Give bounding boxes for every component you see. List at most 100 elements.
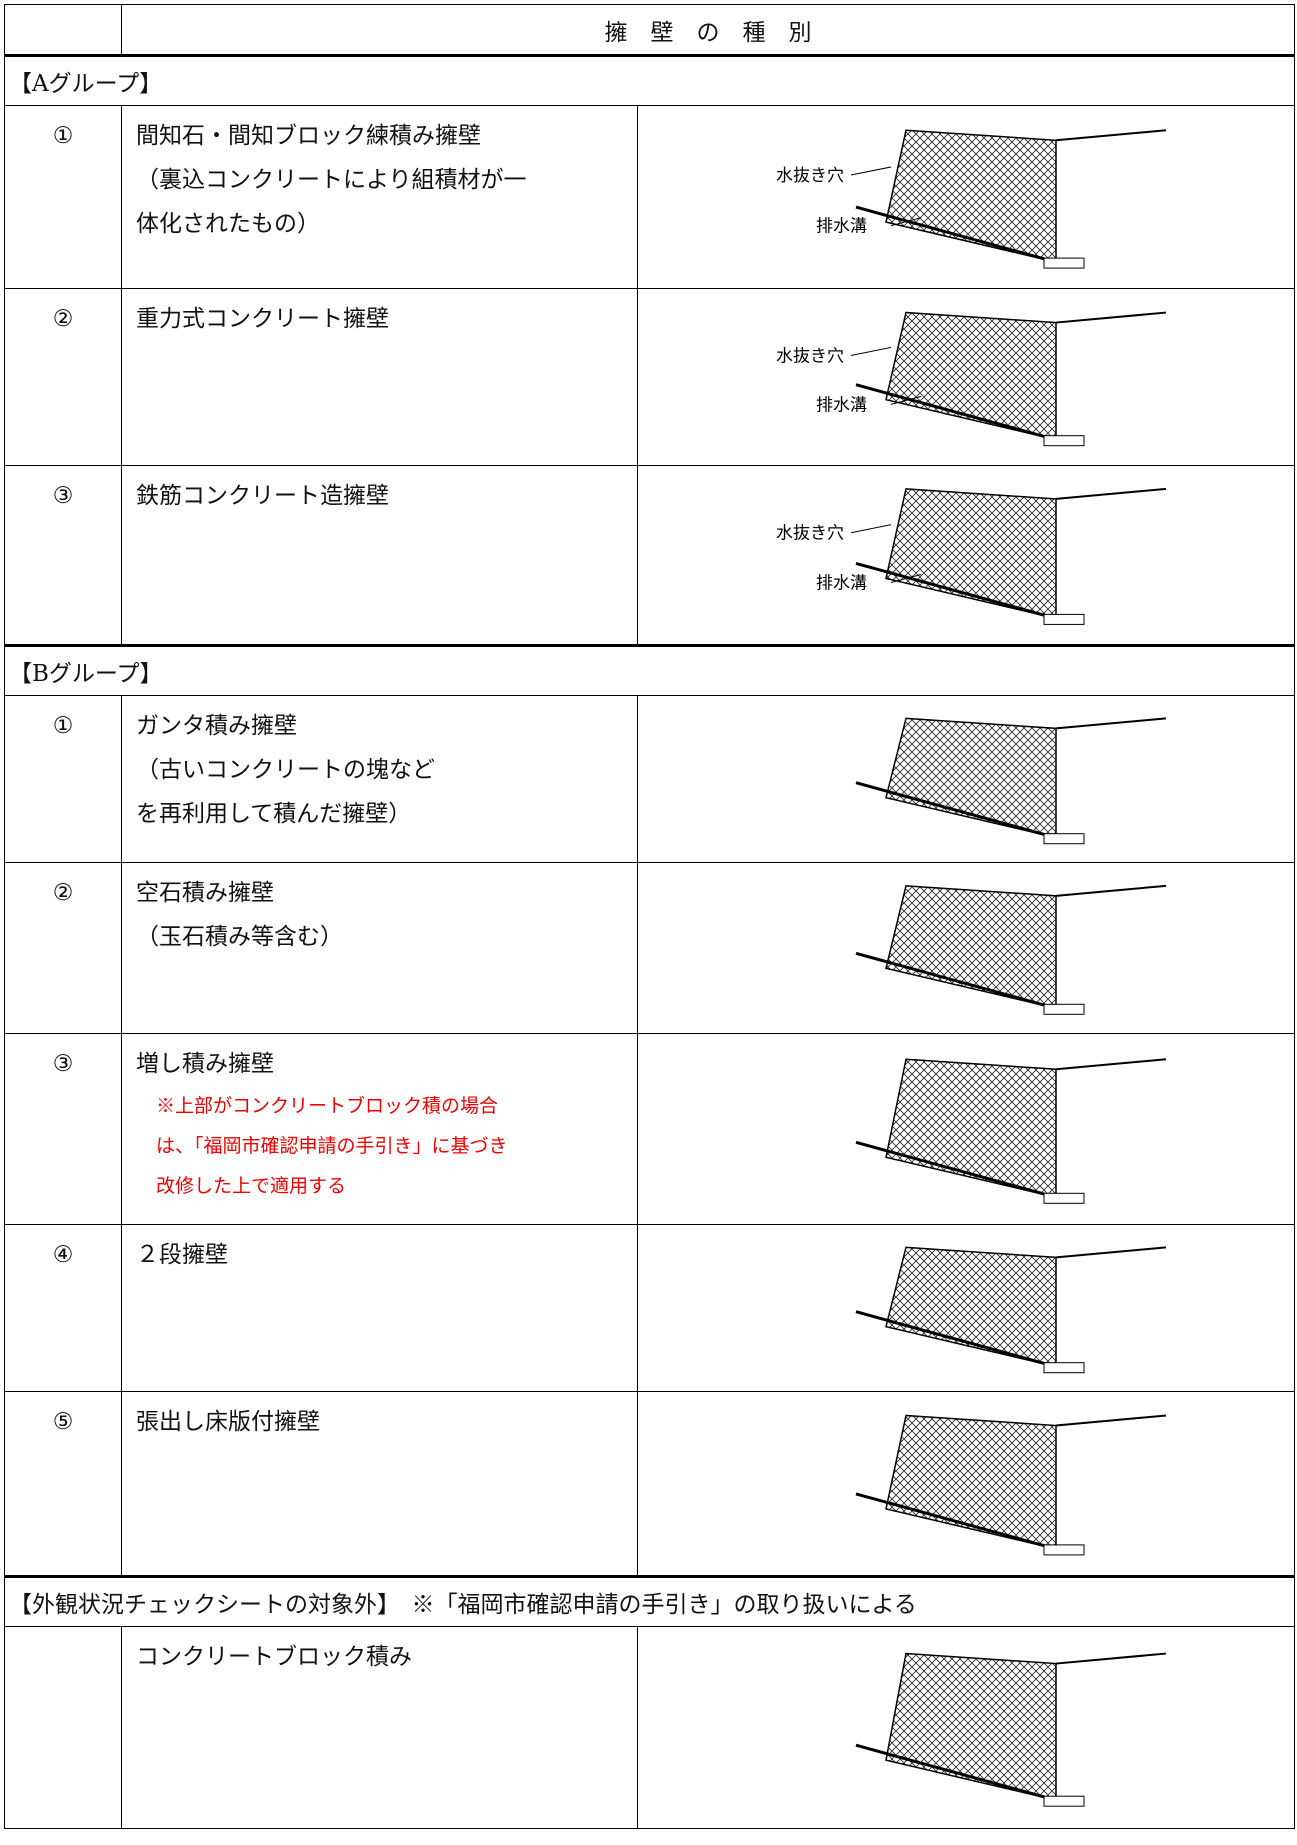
base-line: [855, 382, 1057, 441]
name-cell: コンクリートブロック積み: [121, 1626, 638, 1829]
item-row: ① 間知石・間知ブロック練積み擁壁 （裏込コンクリートにより組積材が一 体化されたもの…: [4, 105, 1295, 289]
item-row: ④ ２段擁壁: [4, 1224, 1295, 1392]
base-line: [855, 780, 1057, 839]
figure-cell: 水抜き穴排水溝: [637, 105, 1295, 289]
item-no: ①: [52, 713, 74, 739]
figure-cell: [637, 1033, 1295, 1225]
wall-figure: [855, 1245, 1167, 1373]
footing: [1043, 1361, 1085, 1373]
wall-figure: [855, 884, 1167, 1015]
header-row: 擁 壁 の 種 別: [4, 4, 1295, 56]
item-no: ②: [52, 880, 74, 906]
no-cell: ①: [4, 695, 122, 863]
item-name: （古いコンクリートの塊など: [136, 757, 435, 783]
item-row: ⑤ 張出し床版付擁壁: [4, 1391, 1295, 1577]
wall-body: [885, 128, 1057, 263]
group-row: 【Aグループ】: [4, 54, 1295, 106]
item-name: 重力式コンクリート擁壁: [136, 306, 389, 332]
footing: [1043, 1192, 1085, 1204]
cell: [4, 4, 122, 56]
leader-line: [850, 165, 892, 175]
figure-cell: 水抜き穴 排水溝: [637, 288, 1295, 466]
name-cell: 張出し床版付擁壁: [121, 1391, 638, 1577]
ground-line: [1055, 1414, 1167, 1427]
name-cell: 間知石・間知ブロック練積み擁壁 （裏込コンクリートにより組積材が一 体化されたもの）: [121, 105, 638, 289]
name-cell: 増し積み擁壁 ※上部がコンクリートブロック積の場合 は、「福岡市確認申請の手引き」に…: [121, 1033, 638, 1225]
wall-figure: [855, 716, 1167, 844]
ground-line: [1055, 1652, 1167, 1665]
wall-body: [885, 1246, 1057, 1368]
footing: [1043, 434, 1085, 446]
ground-line: [1055, 1057, 1167, 1070]
footing: [1043, 613, 1085, 625]
wall-table: 擁 壁 の 種 別 【Aグループ】 ① 間知石・間知ブロック練積み擁壁 （裏込コンクリ…: [4, 4, 1295, 1829]
name-cell: ガンタ積み擁壁 （古いコンクリートの塊など を再利用して積んだ擁壁）: [121, 695, 638, 863]
item-name: ガンタ積み擁壁: [136, 713, 297, 739]
item-row: コンクリートブロック積み: [4, 1626, 1295, 1829]
item-name: 間知石・間知ブロック練積み擁壁: [136, 123, 481, 149]
item-no: ③: [52, 483, 74, 509]
footing: [1043, 257, 1085, 269]
group-row: 【外観状況チェックシートの対象外】 ※「福岡市確認申請の手引き」の取り扱いによる: [4, 1575, 1295, 1627]
item-name: （裏込コンクリートにより組積材が一: [136, 167, 527, 193]
item-name: コンクリートブロック積み: [136, 1644, 412, 1670]
item-name: （玉石積み等含む）: [136, 924, 343, 950]
figure-cell: [637, 695, 1295, 863]
leader-line: [890, 216, 922, 226]
footing: [1043, 832, 1085, 844]
item-row: ② 空石積み擁壁 （玉石積み等含む）: [4, 862, 1295, 1034]
ground-line: [1055, 128, 1167, 141]
base-line: [855, 1140, 1057, 1199]
wall-body: [885, 884, 1057, 1009]
figure-label: 排水溝: [816, 216, 867, 236]
item-no: ③: [52, 1051, 74, 1077]
no-cell: ③: [4, 465, 122, 646]
wall-body: [885, 1414, 1057, 1550]
leader-line: [850, 524, 892, 534]
item-row: ② 重力式コンクリート擁壁 水抜き穴 排水溝: [4, 288, 1295, 466]
base-line: [855, 561, 1057, 620]
group-title: 【外観状況チェックシートの対象外】 ※「福岡市確認申請の手引き」の取り扱いによる: [4, 1575, 1295, 1627]
item-note: 改修した上で適用する: [156, 1175, 347, 1197]
footing: [1043, 1795, 1085, 1807]
figure-label: 排水溝: [816, 395, 867, 415]
wall-figure: [855, 1652, 1167, 1807]
item-no: ⑤: [52, 1409, 74, 1435]
item-no: ④: [52, 1242, 74, 1268]
figure-cell: 水抜き穴排水溝: [637, 465, 1295, 646]
figure-cell: [637, 862, 1295, 1034]
base-line: [855, 1309, 1057, 1368]
item-name: ２段擁壁: [136, 1242, 228, 1268]
ground-line: [1055, 1245, 1167, 1258]
item-name: 空石積み擁壁: [136, 880, 274, 906]
wall-body: [885, 311, 1057, 441]
name-cell: ２段擁壁: [121, 1224, 638, 1392]
base-line: [855, 1492, 1057, 1551]
ground-line: [1055, 716, 1167, 729]
group-title: 【Bグループ】: [4, 644, 1295, 696]
wall-body: [885, 717, 1057, 839]
wall-body: [885, 1057, 1057, 1198]
item-note: ※上部がコンクリートブロック積の場合: [156, 1095, 499, 1117]
figure-label: 排水溝: [816, 574, 867, 594]
figure-cell: [637, 1224, 1295, 1392]
base-line: [855, 951, 1057, 1010]
name-cell: 鉄筋コンクリート造擁壁: [121, 465, 638, 646]
group-row: 【Bグループ】: [4, 644, 1295, 696]
item-no: ①: [52, 123, 74, 149]
wall-figure: [855, 1414, 1167, 1556]
item-name: 増し積み擁壁: [136, 1051, 274, 1077]
item-name: 張出し床版付擁壁: [136, 1409, 320, 1435]
item-name: 体化されたもの）: [136, 211, 320, 237]
wall-body: [885, 488, 1057, 620]
header-title: 擁 壁 の 種 別: [121, 4, 1295, 56]
item-row: ① ガンタ積み擁壁 （古いコンクリートの塊など を再利用して積んだ擁壁）: [4, 695, 1295, 863]
base-line: [855, 1743, 1057, 1802]
footing: [1043, 1003, 1085, 1015]
figure-label: 水抜き穴: [776, 165, 844, 185]
no-cell: ①: [4, 105, 122, 289]
figure-label: 水抜き穴: [776, 524, 844, 544]
